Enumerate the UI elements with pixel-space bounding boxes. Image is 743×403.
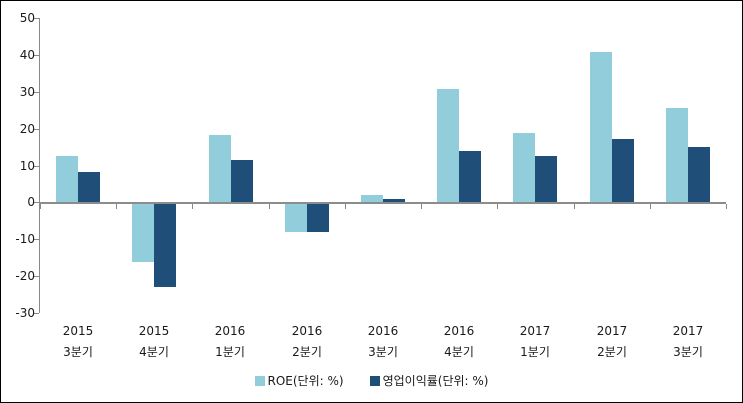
x-category-label-8: 2017 3분기 <box>672 324 704 359</box>
bar-op-3 <box>307 202 329 232</box>
y-tick-label: 0 <box>27 195 35 209</box>
y-tick-label: 20 <box>19 122 35 136</box>
x-category-label-0: 2015 3분기 <box>62 324 94 359</box>
bar-op-2 <box>231 160 253 202</box>
y-tick-label: 50 <box>19 11 35 25</box>
x-axis-tick <box>192 204 193 209</box>
y-axis-line <box>39 18 40 313</box>
y-axis-tick <box>34 92 39 93</box>
bar-op-8 <box>688 147 710 202</box>
legend: ROE(단위: %) 영업이익률(단위: %) <box>1 372 742 389</box>
bar-roe-4 <box>361 195 383 202</box>
x-axis-tick <box>40 204 41 209</box>
y-axis-tick <box>34 166 39 167</box>
legend-swatch-operating-margin <box>369 375 380 386</box>
x-category-label-3: 2016 2분기 <box>291 324 323 359</box>
bar-roe-8 <box>666 108 688 202</box>
x-axis-tick <box>650 204 651 209</box>
x-axis-tick <box>269 204 270 209</box>
y-tick-label: 10 <box>19 159 35 173</box>
y-axis-tick <box>34 239 39 240</box>
x-category-label-7: 2017 2분기 <box>596 324 628 359</box>
y-axis-tick <box>34 313 39 314</box>
y-axis-tick <box>34 55 39 56</box>
bar-roe-0 <box>56 156 78 202</box>
x-axis-tick <box>726 204 727 209</box>
legend-item-operating-margin: 영업이익률(단위: %) <box>369 372 489 389</box>
bar-op-0 <box>78 172 100 202</box>
x-category-label-6: 2017 1분기 <box>519 324 551 359</box>
y-tick-label: -10 <box>15 232 35 246</box>
y-axis-tick <box>34 276 39 277</box>
x-axis-tick <box>345 204 346 209</box>
x-category-label-2: 2016 1분기 <box>214 324 246 359</box>
y-tick-label: -30 <box>15 306 35 320</box>
legend-item-roe: ROE(단위: %) <box>254 372 344 389</box>
bar-op-6 <box>535 156 557 202</box>
x-category-label-4: 2016 3분기 <box>367 324 399 359</box>
x-category-label-1: 2015 4분기 <box>138 324 170 359</box>
x-axis-tick <box>574 204 575 209</box>
y-axis-tick <box>34 202 39 203</box>
bar-roe-3 <box>285 202 307 232</box>
bar-roe-1 <box>132 202 154 262</box>
bar-op-4 <box>383 199 405 203</box>
bar-op-1 <box>154 202 176 287</box>
bar-op-7 <box>612 139 634 202</box>
x-axis-tick <box>116 204 117 209</box>
bar-roe-7 <box>590 52 612 202</box>
x-axis-tick <box>421 204 422 209</box>
y-axis-tick <box>34 129 39 130</box>
x-axis-line <box>39 202 726 204</box>
bar-roe-6 <box>513 133 535 202</box>
legend-label-roe: ROE(단위: %) <box>267 374 344 388</box>
y-tick-label: 40 <box>19 48 35 62</box>
legend-swatch-roe <box>254 375 265 386</box>
x-category-label-5: 2016 4분기 <box>443 324 475 359</box>
bar-roe-2 <box>209 135 231 202</box>
y-tick-label: 30 <box>19 85 35 99</box>
bar-op-5 <box>459 151 481 202</box>
y-tick-label: -20 <box>15 269 35 283</box>
y-axis-tick <box>34 18 39 19</box>
legend-label-operating-margin: 영업이익률(단위: %) <box>382 374 489 388</box>
x-axis-tick <box>497 204 498 209</box>
bar-roe-5 <box>437 89 459 203</box>
